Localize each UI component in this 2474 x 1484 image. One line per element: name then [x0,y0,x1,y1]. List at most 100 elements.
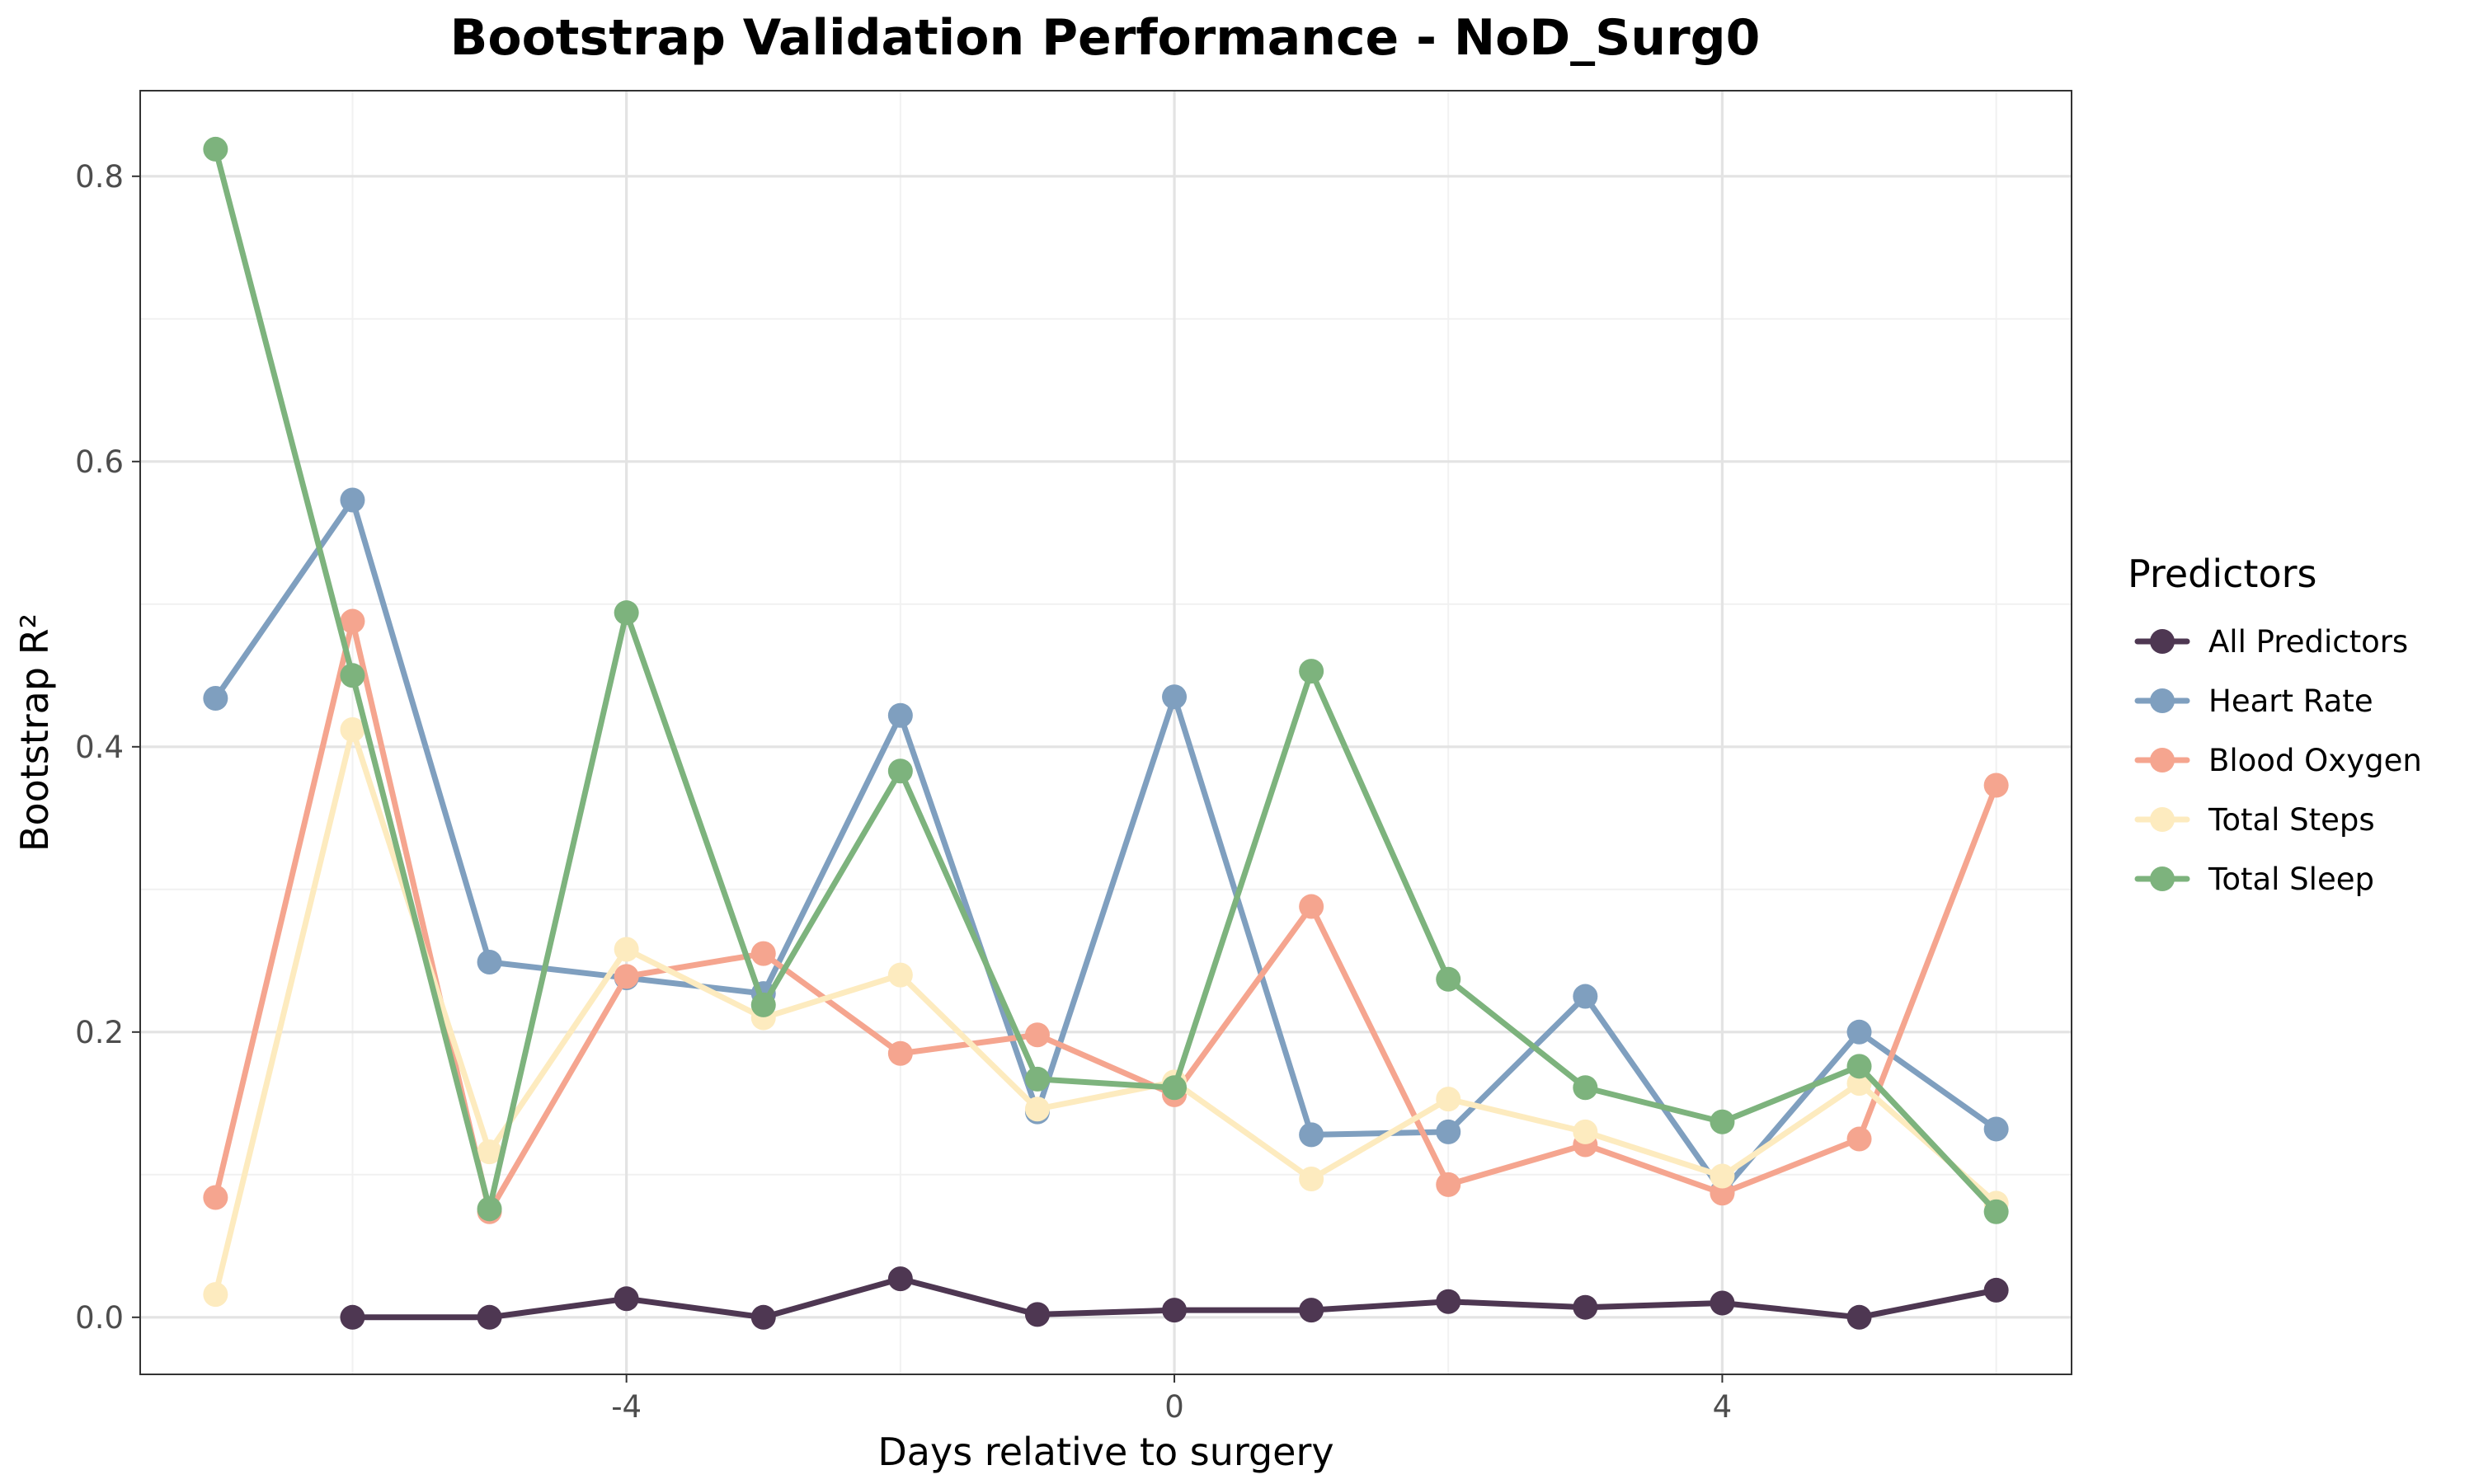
data-point-total-sleep [477,1196,502,1222]
data-point-total-sleep [1436,966,1461,992]
data-point-blood-oxygen [1299,894,1324,919]
legend-item-total-steps: Total Steps [2134,802,2375,838]
data-point-all-predictors [1299,1298,1324,1323]
data-point-all-predictors [887,1266,913,1292]
data-point-all-predictors [477,1304,502,1330]
data-point-heart-rate [1299,1122,1324,1148]
data-point-all-predictors [1024,1302,1050,1327]
x-tick-label: -4 [611,1389,642,1425]
data-point-total-sleep [203,136,228,162]
x-axis-title: Days relative to surgery [877,1430,1333,1474]
y-axis-title: Bootstrap R² [12,613,57,852]
legend-label: Heart Rate [2208,683,2373,719]
legend-item-all-predictors: All Predictors [2134,624,2408,660]
y-tick-label: 0.8 [75,159,124,195]
data-point-all-predictors [1846,1304,1872,1330]
grid-minor [140,91,2072,1374]
data-point-blood-oxygen [1710,1181,1735,1206]
data-point-blood-oxygen [340,608,365,634]
data-point-blood-oxygen [750,941,776,966]
data-point-all-predictors [614,1286,639,1312]
data-point-heart-rate [477,950,502,975]
data-point-all-predictors [1436,1289,1461,1314]
data-point-total-sleep [340,663,365,688]
legend-key-point [2150,629,2175,654]
x-axis: -4 0 4 [611,1374,1732,1425]
legend-label: Total Steps [2208,802,2375,838]
data-point-all-predictors [1162,1298,1188,1323]
data-point-total-steps [1436,1087,1461,1112]
data-point-total-steps [887,962,913,988]
legend-label: All Predictors [2208,624,2408,660]
data-point-heart-rate [203,685,228,711]
data-point-total-sleep [887,758,913,784]
legend-key-point [2150,688,2175,713]
data-point-blood-oxygen [1983,773,2009,798]
panel-border [139,90,2072,1375]
data-point-total-steps [1573,1119,1598,1144]
x-tick-label: 4 [1713,1389,1733,1425]
data-point-heart-rate [1846,1019,1872,1045]
data-point-total-steps [340,717,365,743]
data-point-total-steps [614,937,639,962]
data-point-blood-oxygen [887,1040,913,1066]
data-point-total-steps [1846,1071,1872,1097]
y-tick-label: 0.4 [75,730,124,765]
data-point-total-sleep [1024,1066,1050,1092]
data-point-total-steps [477,1139,502,1165]
y-tick-label: 0.2 [75,1015,124,1050]
legend-key-point [2150,748,2175,773]
data-point-heart-rate [887,702,913,728]
data-point-total-sleep [614,600,639,626]
data-point-total-sleep [1983,1199,2009,1224]
chart-title: Bootstrap Validation Performance - NoD_S… [450,9,1761,67]
legend-items: All Predictors Heart Rate Blood Oxygen Tota… [2134,624,2422,897]
data-point-blood-oxygen [203,1185,228,1210]
data-point-blood-oxygen [614,964,639,989]
series-layer [203,136,2009,1330]
y-tick-label: 0.0 [75,1300,124,1336]
data-point-total-steps [1299,1166,1324,1191]
data-point-all-predictors [1983,1277,2009,1303]
data-point-all-predictors [1573,1294,1598,1320]
series-line-heart-rate [212,497,2000,1195]
y-axis: 0.0 0.2 0.4 0.6 0.8 [75,159,140,1336]
legend: Predictors All Predictors Heart Rate Blood… [2128,552,2422,897]
legend-label: Total Sleep [2208,862,2374,897]
data-point-total-sleep [1299,659,1324,684]
data-point-all-predictors [750,1304,776,1330]
legend-item-blood-oxygen: Blood Oxygen [2134,743,2422,778]
data-point-heart-rate [1573,984,1598,1009]
series-total-sleep [203,136,2009,1224]
data-point-heart-rate [1983,1116,2009,1142]
data-point-total-sleep [750,992,776,1017]
legend-key-point [2150,866,2175,891]
y-tick-label: 0.6 [75,444,124,480]
data-point-total-sleep [1846,1054,1872,1079]
data-point-total-sleep [1710,1109,1735,1134]
legend-item-heart-rate: Heart Rate [2134,683,2373,719]
series-all-predictors [340,1266,2009,1330]
data-point-heart-rate [1436,1119,1461,1144]
data-point-heart-rate [340,487,365,513]
data-point-total-steps [1024,1097,1050,1122]
series-line-total-sleep [212,146,2000,1215]
legend-title: Predictors [2128,552,2316,596]
data-point-total-sleep [1573,1075,1598,1101]
data-point-total-sleep [1162,1075,1188,1101]
data-point-blood-oxygen [1846,1126,1872,1152]
grid-major [140,91,2072,1374]
x-tick-label: 0 [1164,1389,1184,1425]
data-point-total-steps [1710,1163,1735,1189]
data-point-blood-oxygen [1436,1172,1461,1197]
legend-key-point [2150,807,2175,832]
data-point-all-predictors [1710,1290,1735,1316]
legend-item-total-sleep: Total Sleep [2134,862,2374,897]
series-line-blood-oxygen [212,618,2000,1215]
data-point-blood-oxygen [1024,1022,1050,1048]
data-point-heart-rate [1162,684,1188,710]
legend-label: Blood Oxygen [2208,743,2422,778]
data-point-total-steps [203,1282,228,1308]
